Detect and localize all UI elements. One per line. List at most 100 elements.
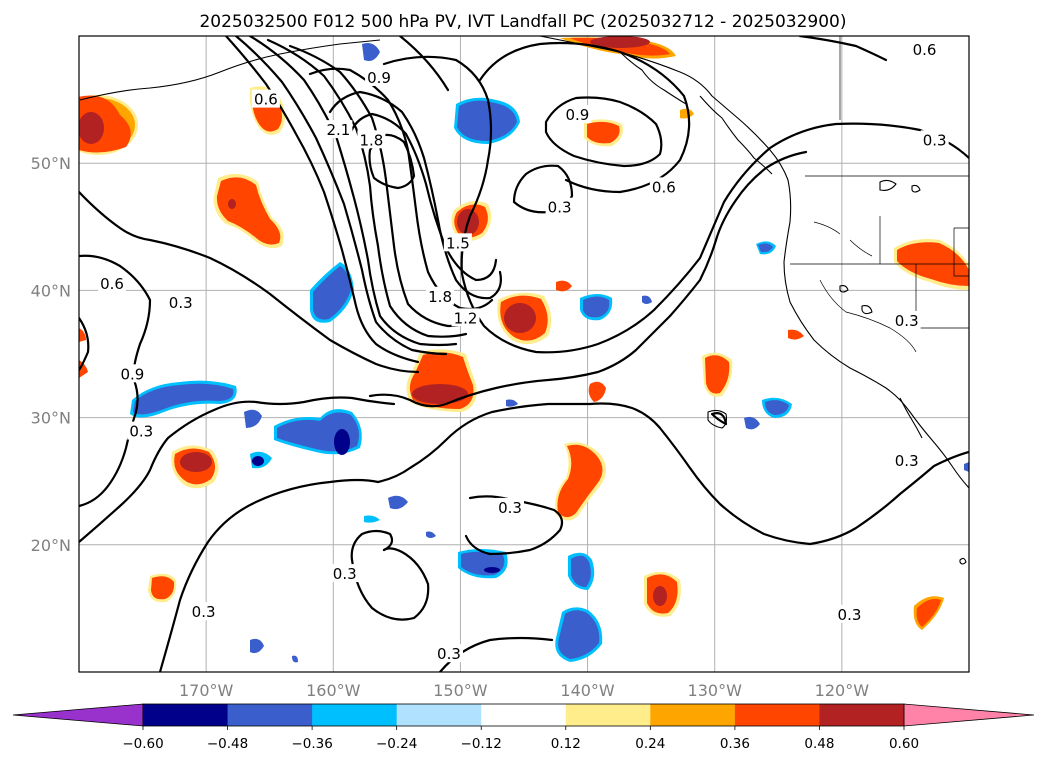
- negative-anomaly-region: [555, 607, 603, 662]
- contour-label: 0.6: [652, 178, 676, 196]
- contour-label: 0.6: [254, 91, 278, 109]
- contour-label-background: [324, 120, 353, 139]
- contour-label-background: [835, 604, 864, 623]
- contour-label-background: [649, 177, 678, 196]
- latitude-tick-label: 20°N: [31, 536, 71, 555]
- colorbar-bin: [650, 704, 736, 726]
- colorbar-frame: [142, 703, 905, 727]
- negative-anomaly-region: [580, 294, 613, 321]
- colorbar-over-extension: [903, 703, 1035, 727]
- colorbar-tick-label: −0.24: [376, 736, 417, 752]
- contour-label-background: [118, 364, 147, 383]
- shaded-field: [79, 36, 969, 663]
- negative-anomaly-region: [762, 397, 792, 418]
- contour-label: 0.3: [192, 603, 216, 621]
- contour-label-background: [451, 308, 480, 327]
- figure-title: 2025032500 F012 500 hPa PV, IVT Landfall…: [199, 12, 846, 32]
- political-borders: [790, 36, 969, 353]
- contour-label: 0.3: [498, 499, 522, 517]
- colorbar-tick-labels: −0.60 −0.48 −0.36 −0.24 −0.12 0.12 0.24 0.36 0.4…: [122, 726, 919, 752]
- positive-anomaly-region: [213, 173, 284, 248]
- contour-label-background: [892, 310, 921, 329]
- contour-label-background: [563, 104, 592, 123]
- colorbar-tick-label: −0.48: [207, 736, 248, 752]
- colorbar-tick-label: 0.36: [720, 736, 750, 752]
- map-panel: 0.60.30.90.30.30.62.11.80.91.51.81.20.90…: [31, 35, 970, 700]
- contour-label: 0.6: [913, 41, 937, 59]
- colorbar-bin: [734, 704, 820, 726]
- negative-anomaly-region: [568, 552, 595, 590]
- longitude-tick-label: 140°W: [560, 681, 615, 700]
- colorbar-tick-label: −0.36: [291, 736, 332, 752]
- longitude-tick-label: 150°W: [433, 681, 488, 700]
- negative-anomaly-region: [310, 262, 354, 323]
- colorbar-bin: [481, 704, 567, 726]
- positive-anomaly-region: [584, 119, 623, 147]
- contour-label: 0.3: [129, 423, 153, 441]
- negative-anomaly-region: [244, 43, 969, 663]
- longitude-tick-label: 170°W: [179, 681, 234, 700]
- longitude-tick-label: 130°W: [688, 681, 743, 700]
- contour-label-background: [426, 286, 455, 305]
- colorbar-bin: [565, 704, 651, 726]
- contour-label-background: [98, 274, 127, 293]
- colorbar-bin: [312, 704, 398, 726]
- contour-label-background: [330, 564, 359, 583]
- colorbar-tick-label: −0.12: [461, 736, 502, 752]
- coastlines: [79, 36, 969, 565]
- contour-label-background: [251, 89, 280, 108]
- latitude-labels: 20°N 30°N 40°N 50°N: [31, 154, 71, 555]
- negative-anomaly-region: [274, 409, 362, 455]
- contour-label: 0.3: [437, 645, 461, 663]
- positive-anomaly-region: [406, 349, 477, 412]
- contour-label-background: [443, 233, 472, 252]
- contour-label-background: [892, 450, 921, 469]
- contour-label-background: [910, 39, 939, 58]
- contour-labels: 0.60.30.90.30.30.62.11.80.91.51.81.20.90…: [98, 39, 949, 663]
- colorbar-under-extension: [12, 703, 144, 727]
- positive-anomaly-region: [148, 573, 177, 603]
- colorbar-tick-label: −0.60: [122, 736, 163, 752]
- contour-label: 0.9: [367, 69, 391, 87]
- colorbar-tick-label: 0.60: [889, 736, 919, 752]
- negative-anomaly-region: [130, 380, 237, 418]
- positive-anomaly-region: [913, 596, 944, 630]
- contour-label: 0.3: [333, 565, 357, 583]
- contour-label-background: [496, 497, 525, 516]
- contour-label: 0.6: [100, 275, 124, 293]
- latitude-tick-label: 30°N: [31, 409, 71, 428]
- negative-anomaly-region: [454, 97, 520, 144]
- positive-anomaly-region: [79, 95, 138, 155]
- contour-label: 1.2: [454, 309, 478, 327]
- contour-label-background: [166, 293, 195, 312]
- colorbar-bin: [227, 704, 313, 726]
- pv-contours: [79, 36, 969, 672]
- positive-anomaly-region: [555, 442, 606, 521]
- contour-label-background: [127, 421, 156, 440]
- contour-label: 0.3: [169, 294, 193, 312]
- colorbar-bin: [819, 704, 905, 726]
- positive-anomaly-region: [497, 292, 552, 345]
- positive-anomaly-region: [171, 445, 219, 489]
- map-background: [79, 36, 969, 672]
- colorbar-bin: [396, 704, 482, 726]
- longitude-tick-label: 160°W: [306, 681, 361, 700]
- contour-label-background: [545, 197, 574, 216]
- colorbar-tick-label: 0.24: [635, 736, 665, 752]
- latitude-tick-label: 50°N: [31, 154, 71, 173]
- contour-label: 1.8: [428, 288, 452, 306]
- colorbar: −0.60 −0.48 −0.36 −0.24 −0.12 0.12 0.24 0.36 0.4…: [12, 703, 1035, 752]
- contour-label-background: [365, 67, 394, 86]
- contour-label: 0.3: [923, 131, 947, 149]
- colorbar-tick-label: 0.12: [551, 736, 581, 752]
- map-frame: [78, 35, 970, 673]
- contour-label: 0.3: [838, 606, 862, 624]
- contour-label-background: [357, 130, 386, 149]
- colorbar-bin: [143, 704, 229, 726]
- negative-anomaly-region: [458, 549, 508, 579]
- contour-label-background: [920, 130, 949, 149]
- longitude-labels: 170°W 160°W 150°W 140°W 130°W 120°W: [179, 681, 869, 700]
- contour-label-background: [189, 602, 218, 621]
- contour-label: 0.3: [895, 312, 919, 330]
